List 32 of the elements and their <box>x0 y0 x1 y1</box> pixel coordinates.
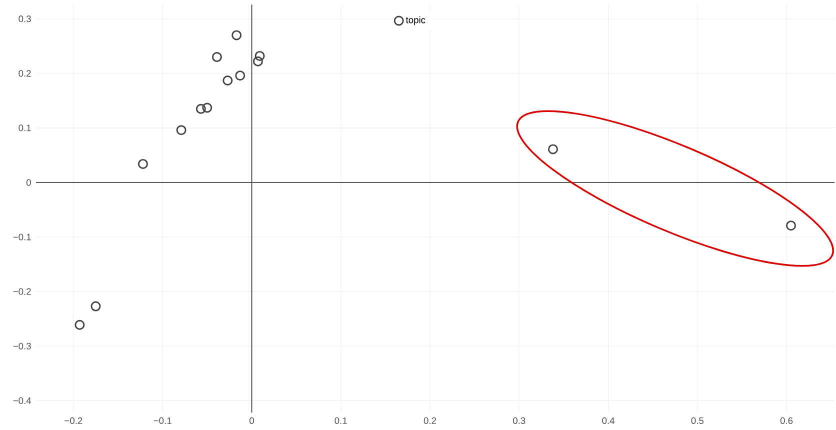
y-tick-label: 0 <box>26 179 31 186</box>
point <box>222 75 233 86</box>
legend-label: topic <box>406 16 426 26</box>
y-tick-label: 0.2 <box>18 70 31 77</box>
point <box>90 301 101 312</box>
y-tick-label: −0.4 <box>13 397 32 404</box>
x-tick-label: 0.3 <box>513 417 526 424</box>
point <box>196 104 206 114</box>
x-tick-label: 0.1 <box>334 417 347 424</box>
point <box>252 56 263 66</box>
x-tick-label: 0 <box>249 417 254 424</box>
x-tick-label: −0.1 <box>154 417 172 424</box>
point <box>202 102 212 113</box>
point <box>254 50 265 61</box>
x-tick-label: 0.4 <box>602 417 614 424</box>
point <box>212 52 222 62</box>
y-tick-label: −0.2 <box>13 288 31 295</box>
point <box>786 220 796 231</box>
x-tick-label: 0.6 <box>780 417 793 424</box>
y-tick-label: 0.3 <box>18 16 31 22</box>
point <box>235 70 246 81</box>
point <box>548 144 558 154</box>
y-tick-label: −0.1 <box>13 234 31 240</box>
x-tick-label: −0.2 <box>64 417 82 424</box>
point <box>176 125 186 136</box>
y-tick-label: 0.1 <box>18 124 31 132</box>
x-tick-label: 0.5 <box>691 417 704 424</box>
x-tick-label: 0.2 <box>424 417 436 424</box>
point <box>232 30 242 40</box>
point <box>74 320 85 330</box>
y-tick-label: −0.3 <box>13 342 31 350</box>
point <box>138 158 148 169</box>
